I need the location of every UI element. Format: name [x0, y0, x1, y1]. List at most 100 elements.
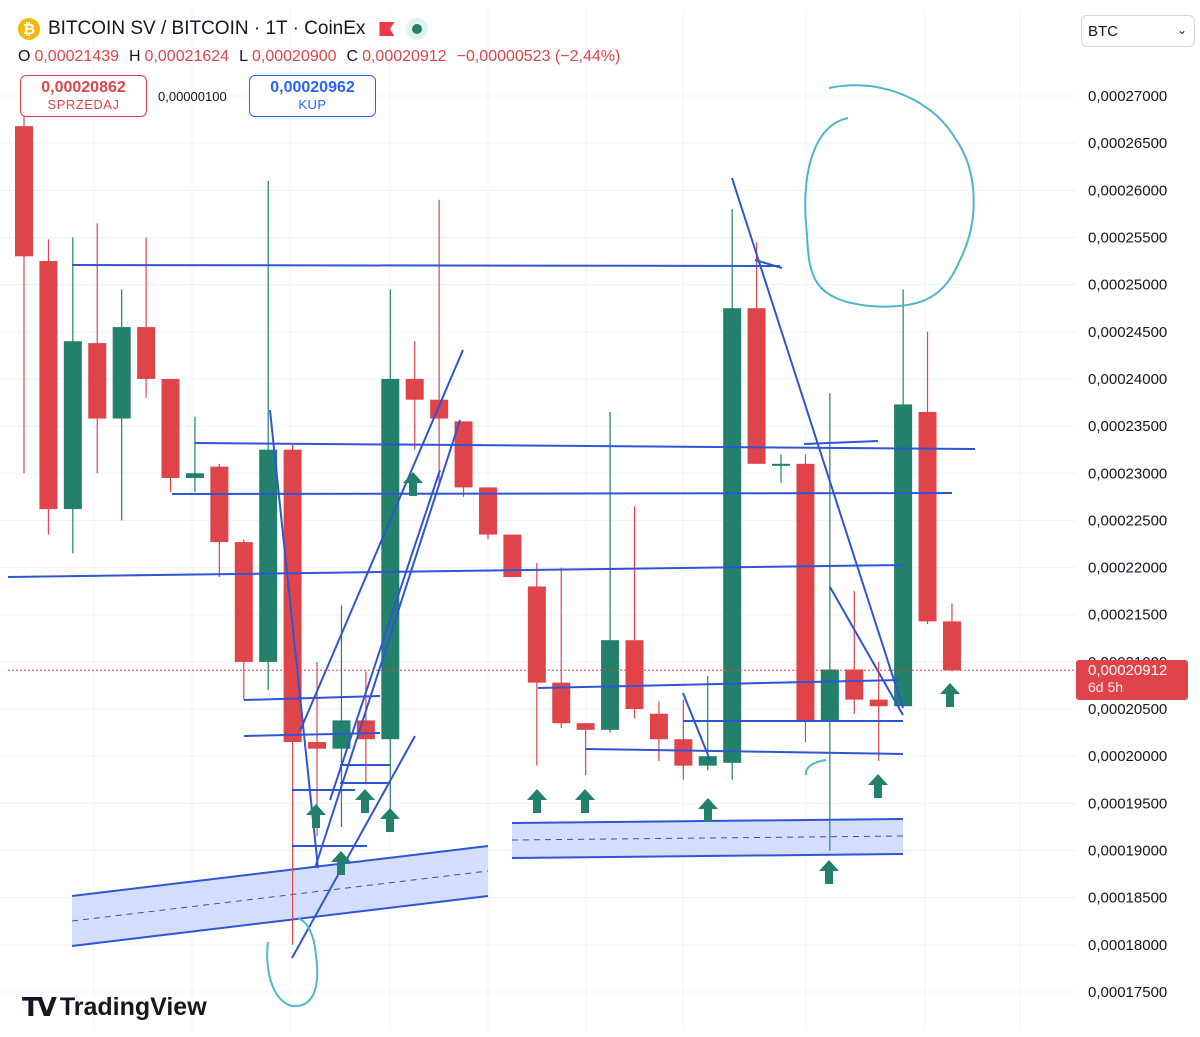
trend-line: [585, 748, 904, 755]
arrow-up-icon: [819, 860, 839, 884]
y-tick-label: 0,00018500: [1088, 890, 1167, 907]
arrow-up-icon: [403, 472, 423, 496]
candle-up: [723, 308, 742, 763]
y-tick-label: 0,00025000: [1088, 277, 1167, 294]
candle-down: [430, 399, 449, 419]
trend-line: [314, 419, 461, 869]
tradingview-wordmark: TradingView: [59, 993, 207, 1021]
hand-loop: [266, 917, 319, 1008]
channel-edge: [511, 853, 904, 859]
channel-fill: [512, 819, 903, 858]
candle-down: [796, 463, 815, 721]
trend-line: [803, 440, 879, 445]
hand-mark: [804, 759, 827, 776]
candle-up: [894, 404, 913, 707]
arrow-up-icon: [698, 798, 718, 822]
buy-label: KUP: [298, 97, 327, 112]
candle-down: [576, 723, 595, 730]
trend-line: [269, 409, 319, 869]
candle-down: [161, 378, 180, 478]
bar-countdown: 6d 5h: [1088, 679, 1124, 695]
current-price-label: 0,00020912: [1088, 662, 1168, 679]
candle-up: [381, 378, 400, 740]
candle-up: [698, 756, 717, 766]
candle-up: [185, 473, 204, 478]
channel-median: [71, 870, 489, 922]
y-tick-label: 0,00024500: [1088, 324, 1167, 341]
arrow-up-icon: [306, 804, 326, 828]
y-tick-label: 0,00021500: [1088, 607, 1167, 624]
y-tick-label: 0,00019000: [1088, 843, 1167, 860]
candle-up: [63, 341, 82, 510]
trend-line: [329, 469, 441, 801]
flag-icon[interactable]: [379, 22, 395, 36]
candle-down: [552, 682, 571, 724]
hand-drawn-annotations: [266, 84, 975, 1008]
buy-price: 0,00020962: [270, 79, 355, 96]
candle-down: [210, 466, 229, 543]
spread-value: 0,00000100: [158, 89, 227, 104]
y-tick-label: 0,00024000: [1088, 371, 1167, 388]
arrow-up-icon: [355, 789, 375, 813]
sell-button[interactable]: 0,00020862 SPRZEDAJ: [20, 75, 147, 117]
y-tick-label: 0,00017500: [1088, 984, 1167, 1001]
candle-down: [649, 713, 668, 740]
y-tick-label: 0,00019500: [1088, 795, 1167, 812]
candle-down: [308, 742, 327, 749]
currency-select[interactable]: BTC ⌄: [1081, 15, 1195, 47]
sell-label: SPRZEDAJ: [47, 97, 120, 112]
arrow-up-icon: [331, 851, 351, 875]
y-tick-label: 0,00023000: [1088, 465, 1167, 482]
trend-lines: [7, 177, 976, 959]
arrow-up-icon: [527, 789, 547, 813]
candle-down: [234, 542, 253, 662]
high-label: H: [128, 48, 141, 65]
candle-down: [137, 327, 156, 379]
trend-line: [731, 177, 904, 709]
candle-up: [112, 327, 131, 419]
bitcoin-sv-coin-icon: ₿: [18, 18, 40, 40]
price-axis[interactable]: 0,00027000 0,00026500 0,00026000 0,00025500…: [1088, 88, 1167, 1001]
trend-line: [7, 564, 904, 578]
candle-down: [405, 378, 424, 400]
trend-line: [537, 679, 901, 689]
trend-line: [829, 586, 904, 716]
y-tick-label: 0,00018000: [1088, 937, 1167, 954]
open-label: O: [18, 48, 31, 65]
buy-arrows: [306, 472, 960, 884]
market-status-icon[interactable]: [406, 18, 429, 40]
y-tick-label: 0,00022000: [1088, 560, 1167, 577]
tradingview-mark-icon: 𝗧𝗩: [22, 992, 57, 1022]
candle-up: [259, 449, 278, 662]
arrow-up-icon: [380, 808, 400, 832]
candle-down: [88, 343, 107, 419]
trend-line: [194, 442, 976, 450]
symbol-title[interactable]: BITCOIN SV / BITCOIN · 1T · CoinEx: [48, 18, 366, 39]
high-value: 0,00021624: [144, 48, 230, 65]
low-label: L: [239, 48, 248, 65]
trend-line: [71, 264, 781, 267]
y-tick-label: 0,00027000: [1088, 88, 1167, 105]
open-value: 0,00021439: [34, 48, 119, 65]
candle-up: [772, 463, 791, 466]
candle-down: [674, 739, 693, 766]
regression-channels: [71, 818, 904, 947]
candle-down: [845, 669, 864, 700]
chart-grid: [0, 10, 1076, 1030]
trend-line: [171, 492, 953, 495]
arrow-up-icon: [575, 789, 595, 813]
tradingview-logo[interactable]: 𝗧𝗩 TradingView: [22, 992, 207, 1023]
currency-value: BTC: [1088, 22, 1118, 40]
candle-down: [918, 411, 937, 622]
candle-down: [625, 640, 644, 710]
buy-button[interactable]: 0,00020962 KUP: [249, 75, 376, 117]
arrow-up-icon: [940, 683, 960, 707]
arrow-up-icon: [868, 774, 888, 798]
close-value: 0,00020912: [362, 48, 447, 65]
candle-up: [820, 669, 839, 721]
trend-line: [754, 259, 783, 269]
channel-edge: [71, 845, 489, 897]
trend-line: [682, 692, 711, 761]
ohlc-legend: O 0,00021439 H 0,00021624 L 0,00020900 C 0,0…: [18, 48, 626, 66]
